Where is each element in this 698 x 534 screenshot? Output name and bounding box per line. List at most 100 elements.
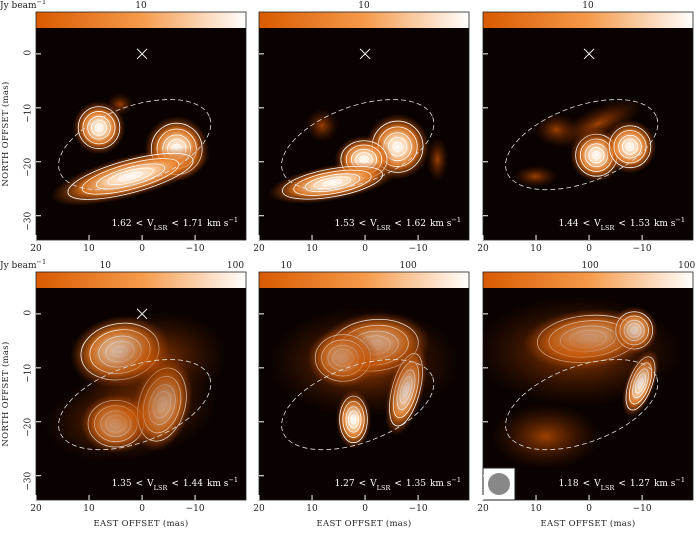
- contour: [94, 123, 104, 132]
- v-high: 1.44: [183, 479, 203, 489]
- contour: [618, 134, 642, 159]
- sep: <: [359, 219, 367, 229]
- y-tick-label: −20: [24, 158, 34, 177]
- sep: <: [618, 219, 626, 229]
- v-high: 1.53: [630, 219, 650, 229]
- frame: [482, 11, 694, 241]
- var-sub: LSR: [601, 224, 616, 232]
- sep: <: [618, 479, 626, 489]
- emission-haze: [268, 307, 460, 418]
- v-high: 1.71: [183, 219, 203, 229]
- contour: [625, 142, 635, 151]
- colorbar-label: 100: [678, 261, 695, 271]
- y-tick-label: −20: [24, 418, 34, 437]
- var: V: [146, 479, 154, 489]
- colorbar-label: 100: [227, 261, 244, 271]
- colorbar-label: 10: [582, 1, 594, 11]
- map-image: [44, 308, 228, 462]
- var-sub: LSR: [154, 484, 169, 492]
- contour: [82, 111, 116, 145]
- v-low: 1.18: [559, 479, 579, 489]
- contour: [592, 150, 601, 160]
- var: V: [593, 479, 601, 489]
- velocity-label: 1.53 < VLSR <1.62 km s−1: [335, 216, 461, 232]
- unit: km s: [207, 479, 229, 489]
- contour: [67, 153, 194, 200]
- emission: [603, 120, 657, 174]
- colorbar: [36, 272, 246, 288]
- unit: km s: [654, 479, 676, 489]
- x-tick-label: 10: [530, 244, 542, 254]
- unit: km s: [654, 219, 676, 229]
- colorbar-label: 10: [135, 1, 147, 11]
- colorbar-label: 100: [582, 261, 599, 271]
- var-sub: LSR: [377, 224, 392, 232]
- x-tick-label: 20: [253, 504, 265, 514]
- unit: Jy beam: [0, 1, 37, 11]
- x-axis-label: EAST OFFSET (mas): [94, 518, 189, 529]
- velocity-label: 1.62 < VLSR <1.71 km s−1: [112, 216, 238, 232]
- x-tick-label: 20: [30, 504, 42, 514]
- orbit-ellipse: [281, 99, 435, 191]
- y-tick-label: −30: [24, 211, 34, 230]
- y-tick-label: 0: [24, 310, 34, 316]
- var: V: [146, 219, 154, 229]
- sep: <: [583, 219, 591, 229]
- emission: [72, 100, 126, 155]
- contour: [322, 179, 343, 187]
- v-low: 1.35: [112, 479, 132, 489]
- emission-haze: [106, 93, 134, 116]
- velocity-label: 1.44 < VLSR <1.53 km s−1: [559, 216, 685, 232]
- center-cross: [136, 308, 148, 320]
- x-tick-label: 0: [139, 504, 145, 514]
- colorbar-label: 10: [281, 261, 293, 271]
- x-tick-label: 0: [586, 244, 592, 254]
- x-tick-label: 10: [83, 504, 95, 514]
- x-tick-label: 10: [306, 244, 318, 254]
- unit-exp: −1: [228, 216, 238, 224]
- colorbar: [483, 272, 693, 288]
- x-tick-label: 10: [306, 504, 318, 514]
- unit: Jy beam: [0, 261, 37, 271]
- emission-haze: [426, 137, 449, 182]
- colorbar: [36, 12, 246, 28]
- velocity-label: 1.18 < VLSR <1.27 km s−1: [559, 476, 685, 492]
- x-tick-label: 20: [30, 244, 42, 254]
- sep: <: [136, 219, 144, 229]
- x-tick-label: 20: [477, 504, 489, 514]
- frame: [35, 11, 247, 241]
- unit: km s: [207, 219, 229, 229]
- v-high: 1.62: [406, 219, 426, 229]
- velocity-label: 1.35 < VLSR <1.44 km s−1: [112, 476, 238, 492]
- emission-haze: [483, 296, 682, 407]
- sep: <: [583, 479, 591, 489]
- unit-exp: −1: [675, 216, 685, 224]
- unit-exp: −1: [228, 476, 238, 484]
- x-tick-label: 20: [477, 244, 489, 254]
- sep: <: [171, 479, 179, 489]
- unit-exp: −1: [451, 216, 461, 224]
- y-axis-label: NORTH OFFSET (mas): [0, 81, 11, 186]
- y-tick-label: −10: [24, 364, 34, 383]
- y-axis-label: NORTH OFFSET (mas): [0, 341, 11, 446]
- unit-exp: −1: [37, 0, 47, 6]
- x-tick-label: 0: [139, 244, 145, 254]
- orbit-ellipse: [58, 359, 212, 451]
- map-background: [259, 28, 469, 240]
- emission: [268, 161, 397, 204]
- contour: [392, 141, 403, 152]
- x-tick-label: 0: [362, 244, 368, 254]
- frame: [482, 271, 694, 501]
- x-tick-label: −10: [409, 244, 428, 254]
- x-axis-label: EAST OFFSET (mas): [541, 518, 636, 529]
- map-image: [50, 48, 212, 206]
- x-tick-label: 20: [253, 244, 265, 254]
- var: V: [369, 479, 377, 489]
- unit: km s: [430, 479, 452, 489]
- unit: km s: [430, 219, 452, 229]
